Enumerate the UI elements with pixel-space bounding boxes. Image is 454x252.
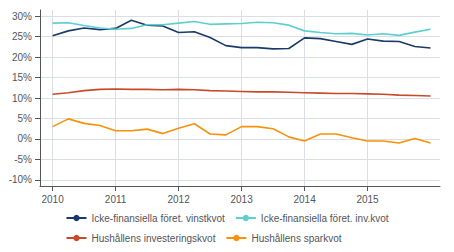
svg-text:2014: 2014 [293, 194, 316, 205]
svg-text:-10%: -10% [9, 174, 32, 185]
svg-text:Hushållens investeringskvot: Hushållens investeringskvot [91, 233, 215, 244]
svg-text:10%: 10% [12, 93, 32, 104]
svg-text:25%: 25% [12, 31, 32, 42]
svg-text:Icke-finansiella föret. vinstk: Icke-finansiella föret. vinstkvot [91, 213, 225, 224]
svg-text:Hushållens sparkvot: Hushållens sparkvot [251, 233, 341, 244]
svg-text:2010: 2010 [41, 194, 64, 205]
svg-text:0%: 0% [18, 133, 33, 144]
svg-text:-5%: -5% [14, 154, 32, 165]
svg-text:2015: 2015 [356, 194, 379, 205]
svg-text:15%: 15% [12, 72, 32, 83]
svg-text:Icke-finansiella föret. inv.kv: Icke-finansiella föret. inv.kvot [261, 213, 389, 224]
svg-text:2011: 2011 [105, 194, 127, 205]
svg-text:30%: 30% [12, 11, 32, 22]
svg-text:2012: 2012 [167, 194, 190, 205]
svg-text:5%: 5% [18, 113, 33, 124]
svg-text:2013: 2013 [230, 194, 253, 205]
svg-text:20%: 20% [12, 52, 32, 63]
